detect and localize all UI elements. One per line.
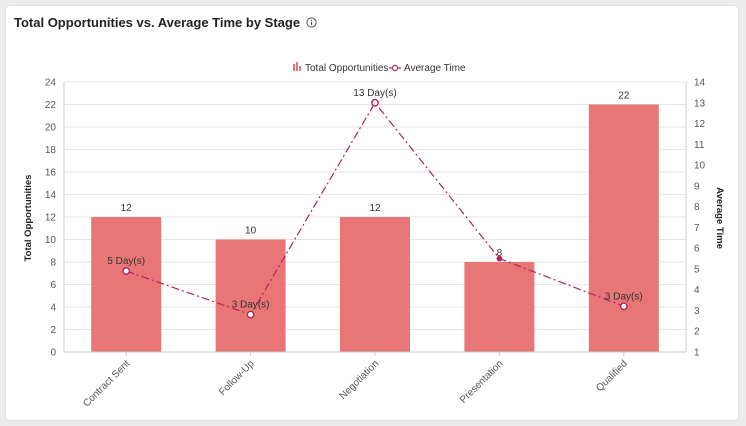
bar[interactable] (464, 262, 535, 352)
x-tick-label: Qualified (594, 358, 630, 394)
bar-value-label: 12 (121, 203, 133, 214)
x-tick-label: Presentation (458, 358, 505, 405)
y2-tick-label: 8 (694, 202, 700, 213)
y2-tick-label: 10 (694, 161, 706, 172)
legend-item-average-time[interactable]: Average Time (389, 63, 466, 74)
line-point[interactable] (496, 255, 503, 262)
y2-tick-label: 7 (694, 223, 700, 234)
y-axis-title: Total Opportunities (23, 175, 34, 262)
legend-label-average-time: Average Time (404, 63, 466, 74)
y-tick-label: 18 (45, 145, 57, 156)
x-tick-label: Contract Sent (81, 358, 132, 409)
y-tick-label: 6 (50, 280, 56, 291)
y-tick-label: 4 (50, 303, 56, 314)
y-tick-label: 14 (45, 190, 57, 201)
y2-tick-label: 4 (694, 285, 700, 296)
y2-tick-label: 12 (694, 119, 706, 130)
legend-bar-icon (293, 64, 295, 71)
line-path (126, 101, 625, 316)
line-point[interactable] (122, 267, 131, 275)
bar-value-label: 12 (369, 203, 381, 214)
bar[interactable] (91, 217, 162, 352)
legend-item-total-opportunities[interactable]: Total Opportunities (293, 62, 388, 74)
y-tick-label: 22 (45, 100, 57, 111)
line-value-label: 5 Day(s) (107, 256, 145, 267)
info-icon[interactable] (306, 17, 317, 28)
y2-tick-label: 13 (694, 98, 706, 109)
legend-bar-icon-part (296, 62, 298, 71)
y2-tick-label: 9 (694, 181, 700, 192)
bar[interactable] (215, 239, 286, 353)
line-point[interactable] (246, 310, 255, 319)
line-value-label: 3 Day(s) (605, 291, 643, 302)
y2-tick-label: 5 (694, 264, 700, 275)
y2-tick-label: 2 (694, 327, 700, 338)
line-point[interactable] (371, 98, 379, 107)
legend: Total Opportunities Average Time (293, 62, 466, 74)
legend-label-total-opportunities: Total Opportunities (305, 63, 388, 74)
chart-title: Total Opportunities vs. Average Time by … (14, 15, 301, 30)
bar-value-label: 8 (497, 248, 503, 259)
y-tick-label: 20 (45, 123, 57, 134)
line-value-label: 3 Day(s) (232, 300, 270, 311)
y-tick-label: 12 (45, 213, 57, 224)
line-point[interactable] (619, 302, 628, 311)
y-tick-label: 16 (45, 168, 57, 179)
y2-axis-title: Average Time (714, 187, 725, 249)
y-tick-label: 10 (45, 235, 57, 246)
bar-value-label: 22 (618, 91, 630, 102)
bar-series (91, 104, 659, 353)
bar-value-label: 10 (245, 226, 257, 237)
y2-tick-label: 6 (694, 244, 700, 255)
y-tick-label: 0 (50, 348, 56, 359)
y-tick-label: 8 (50, 258, 56, 269)
data-labels: 12 10 12 8 22 5 Day(s) 3 Day(s) 13 Day(s) 3 Day(… (107, 88, 642, 311)
y2-tick-label: 11 (694, 140, 705, 151)
x-tick-label: Negotiation (338, 358, 382, 402)
line-series (122, 98, 628, 319)
line-value-label: 13 Day(s) (353, 88, 396, 99)
legend-marker-icon (391, 64, 399, 72)
y2-tick-label: 14 (694, 78, 706, 89)
y2-tick-label: 1 (694, 348, 700, 359)
y-tick-label: 24 (45, 78, 57, 89)
chart-header: Total Opportunities vs. Average Time by … (14, 15, 317, 30)
x-tick-label: Follow-Up (217, 358, 257, 398)
bar[interactable] (588, 104, 659, 353)
y-tick-label: 2 (50, 325, 56, 336)
legend-bar-icon-part (299, 66, 301, 71)
bar[interactable] (340, 217, 410, 352)
y2-tick-label: 3 (694, 306, 700, 317)
